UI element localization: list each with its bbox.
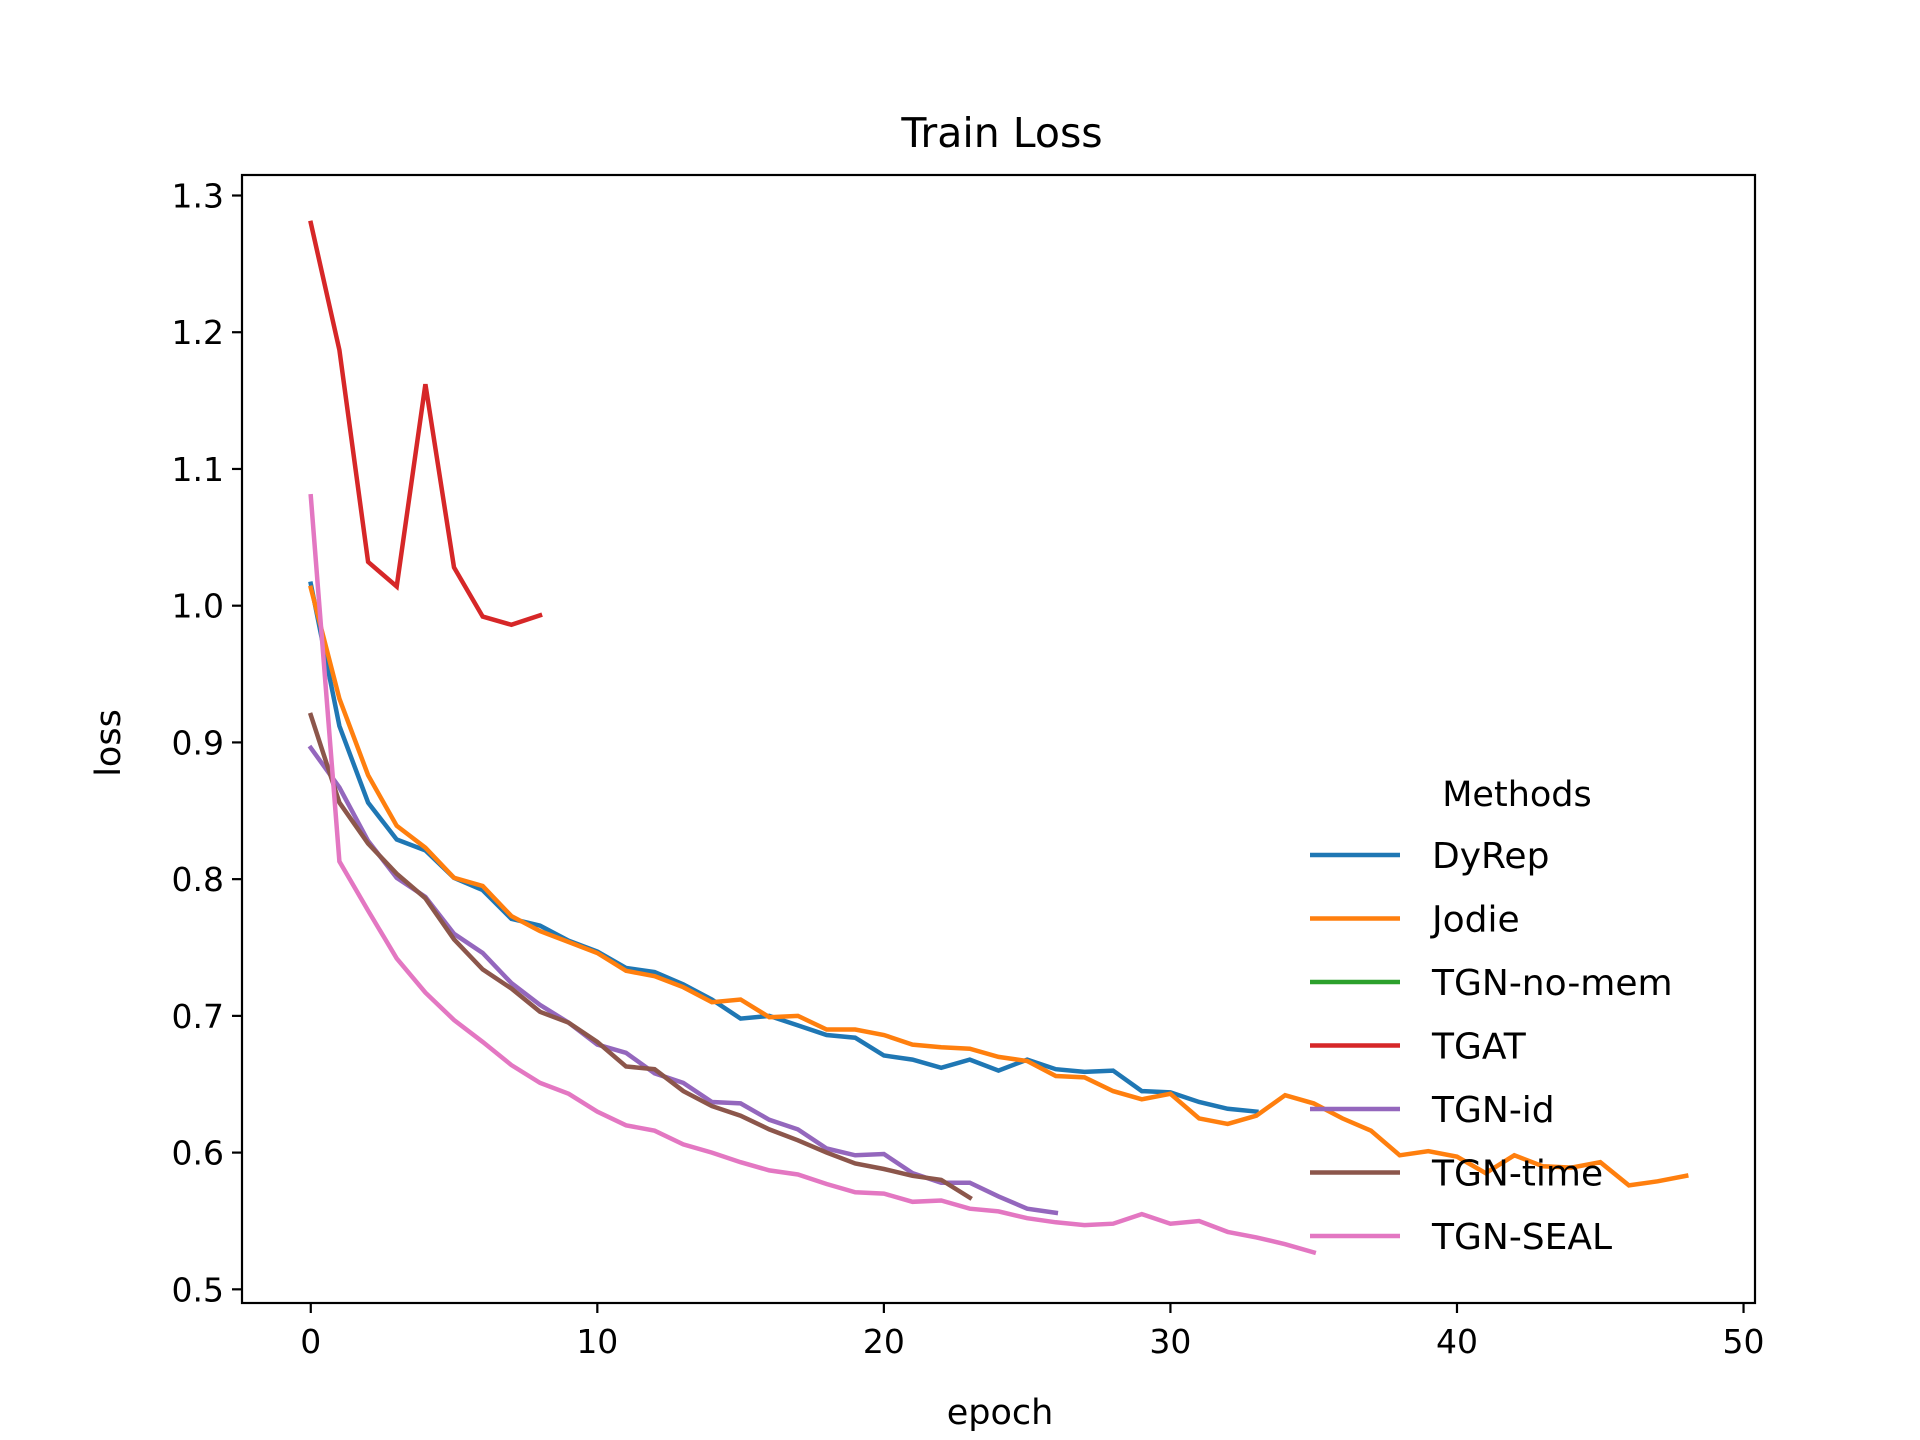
series-line-tgn-time [307, 712, 973, 1201]
legend-items: DyRep Jodie TGN-no-mem TGAT TGN-id TGN-time TG… [1310, 836, 1673, 1258]
y-tick-label: 0.8 [172, 860, 224, 899]
series-line-dyrep [308, 581, 1259, 1115]
legend-label-dyrep: DyRep [1432, 836, 1549, 877]
x-tick-label: 20 [863, 1322, 905, 1361]
y-tick-label: 1.1 [172, 450, 224, 489]
x-axis-label: epoch [947, 1393, 1054, 1433]
y-tick-label: 1.3 [172, 177, 224, 216]
y-axis-label: loss [89, 709, 129, 777]
legend-label-tgn-no-mem: TGN-no-mem [1431, 963, 1673, 1004]
y-tick-label: 0.5 [172, 1270, 224, 1309]
y-tick-label: 1.0 [172, 587, 224, 626]
x-tick-label: 10 [576, 1322, 618, 1361]
legend-label-tgn-seal: TGN-SEAL [1431, 1217, 1612, 1258]
legend-label-tgat: TGAT [1431, 1027, 1527, 1068]
x-tick-label: 30 [1149, 1322, 1191, 1361]
x-tick-label: 50 [1723, 1322, 1765, 1361]
series-layer [307, 220, 1689, 1256]
y-tick-label: 1.2 [172, 313, 224, 352]
series-line-tgn-seal [308, 493, 1317, 1256]
x-axis: 0 10 20 30 40 50 [300, 1303, 1765, 1361]
series-line-tgat [308, 220, 543, 628]
series-line-jodie [308, 585, 1689, 1188]
legend-label-tgn-time: TGN-time [1431, 1154, 1603, 1195]
legend-label-jodie: Jodie [1430, 900, 1520, 941]
y-tick-label: 0.6 [172, 1134, 224, 1173]
legend-label-tgn-id: TGN-id [1431, 1090, 1555, 1131]
chart-title: Train Loss [900, 109, 1102, 157]
x-tick-label: 40 [1436, 1322, 1478, 1361]
y-tick-label: 0.9 [172, 723, 224, 762]
plot-frame [240, 173, 1757, 1305]
y-axis: 0.5 0.6 0.7 0.8 0.9 1.0 1.1 1.2 1.3 [172, 177, 242, 1309]
x-tick-label: 0 [300, 1322, 321, 1361]
y-tick-label: 0.7 [172, 997, 224, 1036]
legend: Methods DyRep Jodie TGN-no-mem TGAT TGN-id TG… [1310, 775, 1673, 1258]
legend-title: Methods [1442, 775, 1592, 815]
